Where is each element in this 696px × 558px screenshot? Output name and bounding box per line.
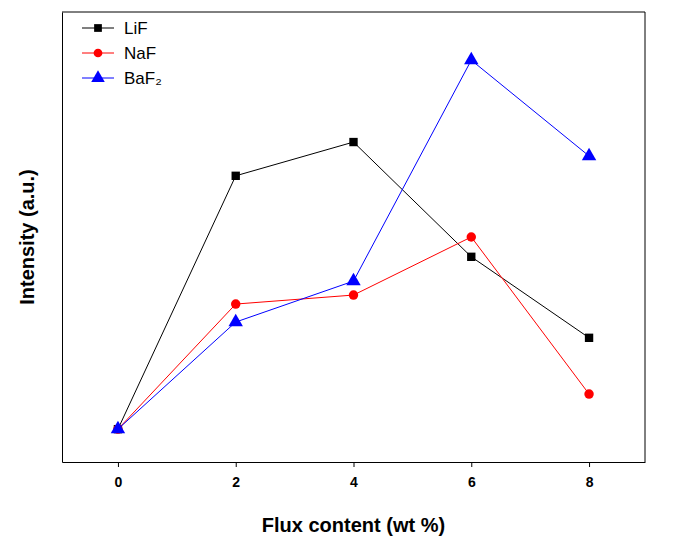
- chart: 0 2 4 6 8 LiF NaF BaF₂ Flux content (wt %) Intens…: [0, 0, 696, 558]
- x-tick-label: 0: [115, 474, 123, 490]
- x-tick-mark: [118, 462, 119, 467]
- y-axis: [62, 13, 63, 463]
- x-axis-title: Flux content (wt %): [262, 514, 445, 536]
- series-marker: [229, 314, 243, 326]
- series-marker: [232, 172, 240, 180]
- x-tick-label: 2: [232, 474, 240, 490]
- legend: LiF NaF BaF₂: [82, 19, 162, 88]
- series-marker: [585, 334, 593, 342]
- frame-right: [645, 12, 646, 462]
- series-line: [118, 237, 589, 429]
- frame-top: [62, 12, 645, 13]
- series-line: [118, 60, 589, 429]
- x-tick-mark: [471, 462, 472, 467]
- legend-marker: [94, 49, 103, 58]
- series-marker: [582, 148, 596, 160]
- series-marker: [346, 273, 360, 285]
- x-tick: 2: [232, 462, 240, 490]
- legend-label: NaF: [124, 44, 156, 63]
- series-marker: [111, 421, 125, 433]
- y-axis-line: [62, 13, 63, 463]
- series-marker: [349, 290, 358, 299]
- x-tick: 4: [350, 462, 358, 490]
- series-marker: [349, 138, 357, 146]
- x-tick-label: 4: [350, 474, 358, 490]
- series-line: [118, 142, 589, 429]
- x-tick: 6: [468, 462, 476, 490]
- series-marker: [467, 232, 476, 241]
- data-area: [111, 52, 597, 434]
- legend-item: BaF₂: [82, 69, 162, 88]
- series-marker: [231, 299, 240, 308]
- legend-label: LiF: [124, 19, 148, 38]
- x-tick-mark: [589, 462, 590, 467]
- series-marker: [584, 389, 593, 398]
- legend-item: LiF: [82, 19, 148, 38]
- x-tick: 8: [586, 462, 594, 490]
- legend-marker: [91, 70, 105, 82]
- legend-item: NaF: [82, 44, 156, 63]
- x-tick-label: 8: [586, 474, 594, 490]
- series-marker: [467, 253, 475, 261]
- x-tick-mark: [354, 462, 355, 467]
- legend-marker: [94, 24, 102, 32]
- x-tick: 0: [115, 462, 123, 490]
- x-axis: 0 2 4 6 8: [63, 462, 646, 490]
- x-tick-mark: [236, 462, 237, 467]
- plot: 0 2 4 6 8 LiF NaF BaF₂: [62, 12, 646, 490]
- legend-label: BaF₂: [124, 69, 162, 88]
- x-tick-label: 6: [468, 474, 476, 490]
- y-axis-title: Intensity (a.u.): [16, 169, 38, 305]
- series-marker: [464, 52, 478, 64]
